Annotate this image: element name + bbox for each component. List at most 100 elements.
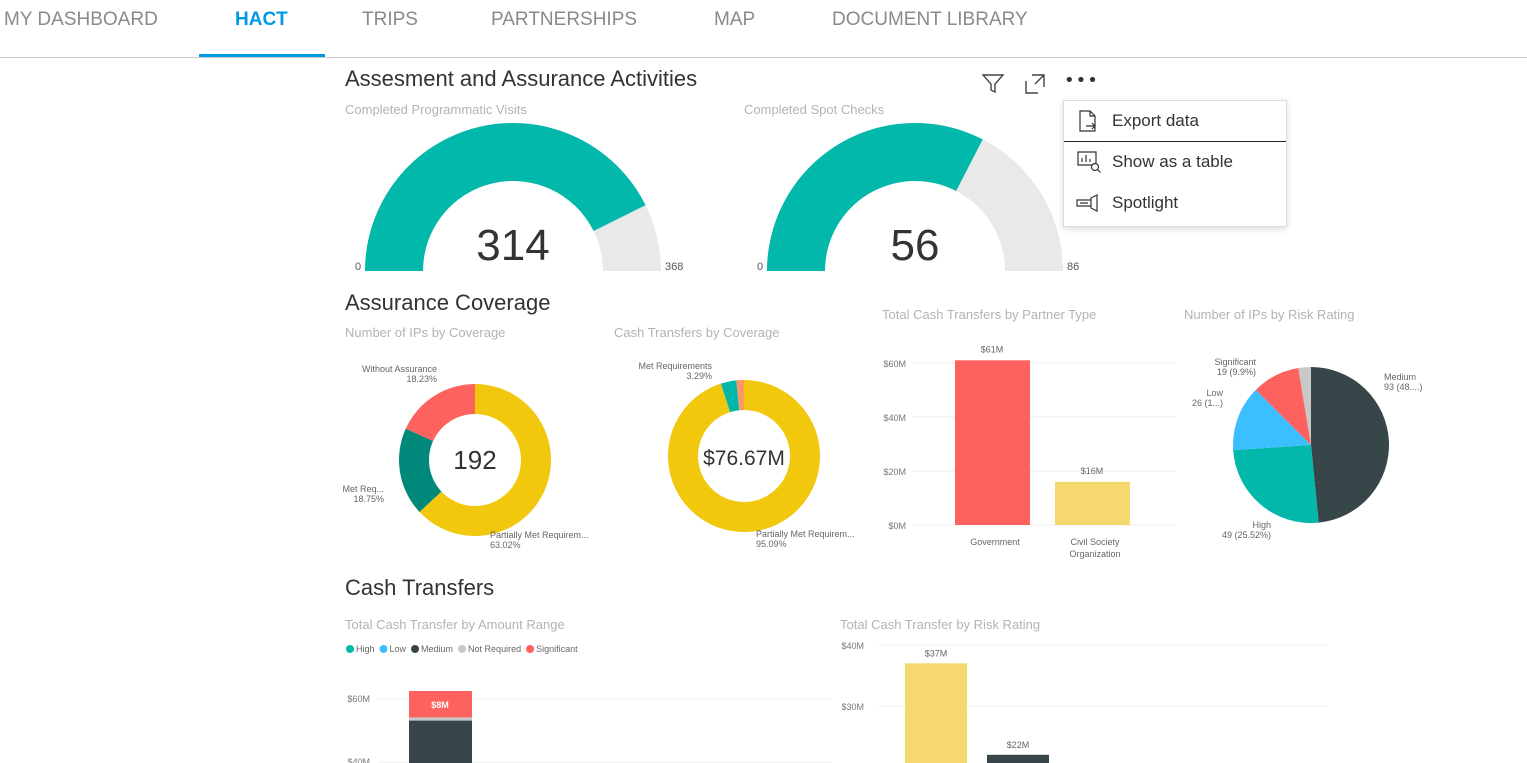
y-tick: $40M [347, 757, 370, 763]
slice-label: Without Assurance [362, 364, 437, 374]
slice-value: 19 (9.9%) [1217, 367, 1256, 377]
slice-value: 26 (1...) [1192, 398, 1223, 408]
section-title-cash: Cash Transfers [345, 575, 495, 600]
bar [1055, 481, 1130, 525]
menu-item-show-as-table[interactable]: Show as a table [1064, 142, 1286, 182]
data-label: $61M [981, 344, 1004, 354]
slice-value: 18.23% [406, 374, 437, 384]
tab-document-library[interactable]: DOCUMENT LIBRARY [832, 9, 1028, 30]
chart-title: Total Cash Transfers by Partner Type [882, 307, 1097, 322]
focus-mode-icon[interactable] [1023, 72, 1047, 100]
export-icon [1076, 109, 1100, 138]
tab-map[interactable]: MAP [714, 9, 756, 30]
donut-slice [736, 380, 744, 411]
data-label: $8M [431, 700, 449, 710]
slice-label: Met Req... [342, 484, 384, 494]
gauge-value: 56 [891, 221, 940, 270]
legend-marker [526, 645, 535, 653]
bar [955, 360, 1030, 525]
slice-value: 18.75% [353, 494, 384, 504]
pie-slice [1233, 389, 1311, 451]
donut-slice [668, 380, 820, 532]
filter-icon[interactable] [981, 72, 1005, 100]
legend-marker [379, 645, 388, 653]
stacked-bar-segment [409, 691, 472, 718]
y-tick: $20M [883, 467, 906, 477]
slice-value: 49 (25.52%) [1222, 530, 1271, 540]
gauge-max: 368 [665, 261, 683, 273]
legend-marker [458, 645, 467, 653]
legend-marker [346, 645, 354, 653]
legend-marker [411, 645, 420, 653]
menu-item-spotlight[interactable]: Spotlight [1064, 183, 1286, 223]
slice-value: 3.29% [686, 371, 712, 381]
donut-slice [405, 384, 475, 442]
gauge-fill [766, 122, 983, 272]
y-tick: $30M [841, 702, 864, 712]
chart-title: Completed Programmatic Visits [345, 102, 527, 117]
gauge-value: 314 [476, 221, 549, 270]
gauge-fill [365, 122, 646, 271]
chart-title: Total Cash Transfer by Risk Rating [840, 617, 1041, 632]
slice-label: Significant [1214, 357, 1256, 367]
top-nav: MY DASHBOARD HACT TRIPS PARTNERSHIPS MAP… [0, 0, 1527, 58]
bar [905, 663, 967, 763]
pie-slice [1255, 368, 1311, 445]
donut-slice [399, 428, 442, 512]
slice-value: 95.09% [756, 539, 787, 549]
y-tick: $40M [841, 641, 864, 651]
slice-label: Met Requirements [638, 361, 712, 371]
y-tick: $0M [888, 521, 906, 531]
x-tick: Civil Society [1070, 537, 1120, 547]
stacked-bar-segment [409, 720, 472, 763]
pie-slice [1298, 367, 1311, 445]
bar [987, 754, 1049, 763]
y-tick: $60M [883, 359, 906, 369]
pie-slice [1311, 367, 1389, 523]
legend-label: Not Required [468, 644, 521, 654]
chart-title: Number of IPs by Coverage [345, 325, 506, 340]
legend-label: High [356, 644, 375, 654]
legend-label: Medium [421, 644, 453, 654]
pie-slice [1233, 445, 1319, 523]
slice-label: Partially Met Requirem... [490, 530, 589, 540]
menu-item-export-data[interactable]: Export data [1064, 101, 1286, 142]
chart-title: Completed Spot Checks [744, 102, 885, 117]
donut-center-value: $76.67M [703, 447, 785, 470]
donut-center-value: 192 [453, 445, 496, 475]
stacked-bar-segment [409, 717, 472, 721]
section-title-assessment: Assesment and Assurance Activities [345, 66, 698, 91]
data-label: $37M [925, 648, 948, 658]
section-title-coverage: Assurance Coverage [345, 290, 551, 315]
slice-value: 93 (48....) [1384, 382, 1423, 392]
chart-title: Number of IPs by Risk Rating [1184, 307, 1355, 322]
gauge-min: 0 [757, 261, 763, 273]
tab-trips[interactable]: TRIPS [362, 9, 418, 30]
data-label: $16M [1081, 466, 1104, 476]
y-tick: $60M [347, 694, 370, 704]
slice-value: 63.02% [490, 540, 521, 550]
slice-label: Partially Met Requirem... [756, 529, 855, 539]
legend-label: Significant [536, 644, 578, 654]
active-tab-indicator [199, 54, 325, 57]
x-tick: Government [970, 537, 1020, 547]
donut-slice [419, 384, 551, 536]
slice-label: High [1252, 520, 1271, 530]
legend-label: Low [390, 644, 407, 654]
gauge-max: 86 [1067, 261, 1079, 273]
slice-label: Low [1206, 388, 1223, 398]
table-icon [1076, 150, 1102, 179]
y-tick: $40M [883, 413, 906, 423]
chart-title: Total Cash Transfer by Amount Range [345, 617, 565, 632]
tab-my-dashboard[interactable]: MY DASHBOARD [4, 9, 158, 30]
spotlight-icon [1076, 191, 1102, 220]
context-menu: Export data Show as a table Spotlight [1063, 100, 1287, 227]
more-options-icon[interactable]: ••• [1064, 70, 1099, 91]
chart-title: Cash Transfers by Coverage [614, 325, 780, 340]
data-label: $22M [1007, 740, 1030, 750]
tab-hact[interactable]: HACT [235, 9, 288, 30]
tab-partnerships[interactable]: PARTNERSHIPS [491, 9, 638, 30]
gauge-min: 0 [355, 261, 361, 273]
donut-slice [720, 380, 740, 413]
